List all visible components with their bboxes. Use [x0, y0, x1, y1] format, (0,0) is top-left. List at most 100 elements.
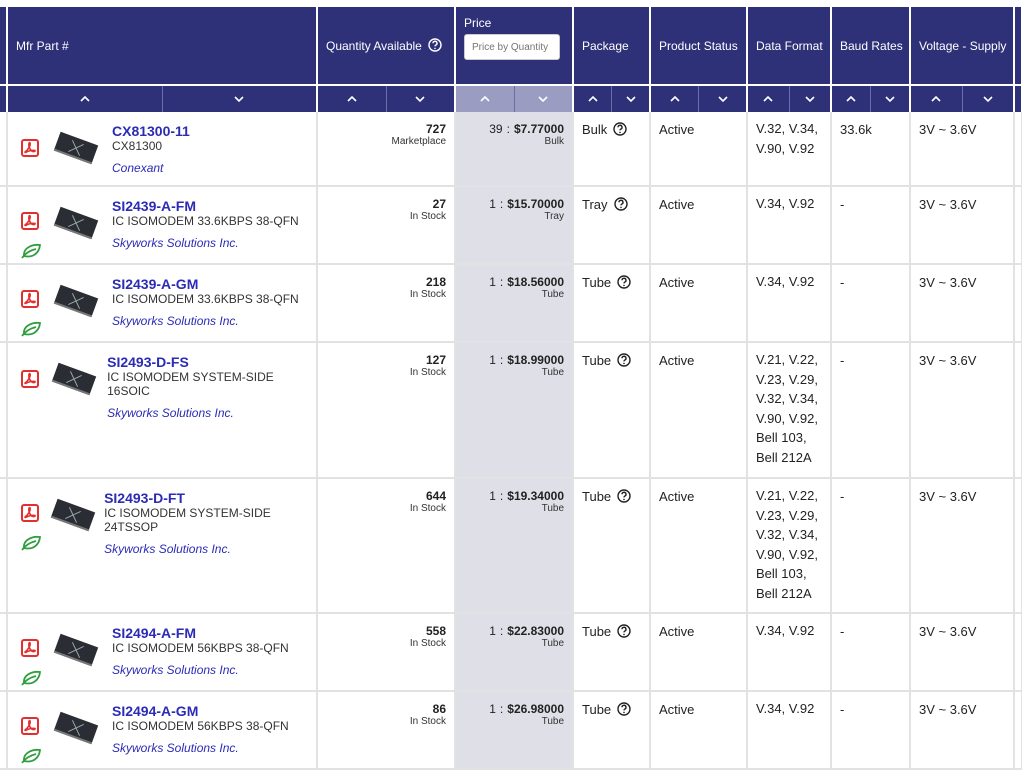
part-number[interactable]: CX81300-11 [112, 123, 190, 139]
sort-descending[interactable] [698, 86, 746, 112]
datasheet-icon[interactable] [20, 211, 50, 234]
edge [0, 613, 8, 692]
manufacturer[interactable]: Skyworks Solutions Inc. [112, 236, 239, 250]
unit-price: $22.83000 [507, 624, 564, 638]
product-image[interactable] [48, 353, 103, 420]
quantity: 218 [425, 275, 446, 289]
package: Tube [582, 624, 612, 639]
sort-descending[interactable] [385, 86, 455, 112]
sort-ascending[interactable] [318, 86, 386, 112]
sort-ascending[interactable] [8, 86, 162, 112]
voltage-supply-cell: 3V ~ 3.6V [910, 613, 1015, 692]
sort-row [0, 84, 1022, 112]
sort-descending[interactable] [513, 86, 573, 112]
manufacturer[interactable]: Skyworks Solutions Inc. [112, 663, 239, 677]
package-cell: Bulk [573, 112, 651, 187]
part-description: IC ISOMODEM 56KBPS 38-QFN [112, 641, 289, 655]
data-format-cell: V.34, V.92 [747, 613, 832, 692]
voltage-supply-cell: 3V ~ 3.6V [910, 691, 1015, 770]
results-table: Mfr Part # Quantity Available Price Package… [0, 7, 1022, 770]
rohs-icon [20, 747, 50, 768]
datasheet-icon[interactable] [20, 289, 50, 312]
baud-rate: - [840, 197, 845, 212]
sort-descending[interactable] [161, 86, 317, 112]
package: Tray [582, 197, 608, 212]
price-input[interactable] [464, 34, 560, 60]
separator: : [499, 702, 504, 716]
column-title: Price [464, 16, 492, 30]
voltage-supply: 3V ~ 3.6V [919, 275, 977, 290]
part-layout: SI2493-D-FT IC ISOMODEM SYSTEM-SIDE 24TSS… [20, 489, 308, 556]
package-cell: Tube [573, 691, 651, 770]
sort-ascending[interactable] [456, 86, 514, 112]
quantity-cell: 127 In Stock [317, 342, 456, 479]
part-text: SI2494-A-GM IC ISOMODEM 56KBPS 38-QFN Skyw… [108, 702, 289, 768]
sort-ascending[interactable] [832, 86, 870, 112]
part-layout: SI2494-A-FM IC ISOMODEM 56KBPS 38-QFN Skyw… [20, 624, 308, 690]
voltage-supply: 3V ~ 3.6V [919, 702, 977, 717]
price-line: 39: $7.77000 [464, 122, 564, 136]
quantity: 86 [432, 702, 446, 716]
quantity: 558 [425, 624, 446, 638]
part-number[interactable]: SI2493-D-FT [104, 490, 185, 506]
product-image[interactable] [50, 275, 108, 341]
part-number[interactable]: SI2439-A-FM [112, 198, 197, 214]
price-package: Tube [541, 716, 564, 727]
manufacturer[interactable]: Skyworks Solutions Inc. [112, 314, 239, 328]
sort-ascending[interactable] [911, 86, 962, 112]
datasheet-icon[interactable] [20, 503, 47, 526]
manufacturer[interactable]: Conexant [112, 161, 164, 175]
datasheet-icon[interactable] [20, 369, 48, 392]
sort-descending[interactable] [788, 86, 831, 112]
sort-descending[interactable] [870, 86, 909, 112]
part-cell: SI2494-A-GM IC ISOMODEM 56KBPS 38-QFN Skyw… [7, 691, 318, 770]
price-package: Tube [541, 289, 564, 300]
edge [1014, 186, 1022, 265]
sort-ascending[interactable] [651, 86, 698, 112]
sort-ascending[interactable] [748, 86, 789, 112]
product-image[interactable] [50, 197, 108, 263]
column-title: Data Format [756, 38, 823, 53]
product-status: Active [659, 122, 695, 137]
product-status: Active [659, 624, 695, 639]
product-image[interactable] [50, 122, 108, 175]
manufacturer[interactable]: Skyworks Solutions Inc. [112, 741, 239, 755]
part-layout: SI2494-A-GM IC ISOMODEM 56KBPS 38-QFN Skyw… [20, 702, 308, 768]
price-package: Tray [544, 211, 564, 222]
data-format: V.34, V.92 [756, 196, 815, 211]
part-description: CX81300 [112, 139, 163, 153]
min-quantity: 1 [489, 197, 496, 211]
baud-rate: - [840, 702, 845, 717]
doc-icons [20, 702, 50, 768]
header-row: Mfr Part # Quantity Available Price Package… [0, 7, 1022, 85]
part-number[interactable]: SI2494-A-FM [112, 625, 197, 641]
datasheet-icon[interactable] [20, 716, 50, 739]
baud-rate: - [840, 275, 845, 290]
product-status: Active [659, 702, 695, 717]
datasheet-icon[interactable] [20, 138, 50, 161]
product-status-cell: Active [650, 478, 748, 614]
sort-ascending[interactable] [574, 86, 611, 112]
product-status-cell: Active [650, 613, 748, 692]
manufacturer[interactable]: Skyworks Solutions Inc. [107, 406, 234, 420]
sort-descending[interactable] [961, 86, 1014, 112]
sort-descending[interactable] [611, 86, 649, 112]
rohs-icon [20, 320, 50, 341]
separator: : [499, 353, 504, 367]
part-number[interactable]: SI2439-A-GM [112, 276, 199, 292]
part-number[interactable]: SI2493-D-FS [107, 354, 189, 370]
package: Tube [582, 489, 612, 504]
product-image[interactable] [50, 624, 108, 690]
product-row: SI2493-D-FT IC ISOMODEM SYSTEM-SIDE 24TSS… [0, 478, 1022, 614]
quantity: 727 [425, 122, 446, 136]
data-format: V.34, V.92 [756, 623, 815, 638]
voltage-supply: 3V ~ 3.6V [919, 122, 977, 137]
data-format-cell: V.32, V.34, V.90, V.92 [747, 112, 832, 187]
part-layout: CX81300-11 CX81300 Conexant [20, 122, 308, 175]
part-number[interactable]: SI2494-A-GM [112, 703, 199, 719]
product-image[interactable] [50, 702, 108, 768]
datasheet-icon[interactable] [20, 638, 50, 661]
manufacturer[interactable]: Skyworks Solutions Inc. [104, 542, 231, 556]
product-image[interactable] [47, 489, 100, 556]
baud-rate: - [840, 624, 845, 639]
